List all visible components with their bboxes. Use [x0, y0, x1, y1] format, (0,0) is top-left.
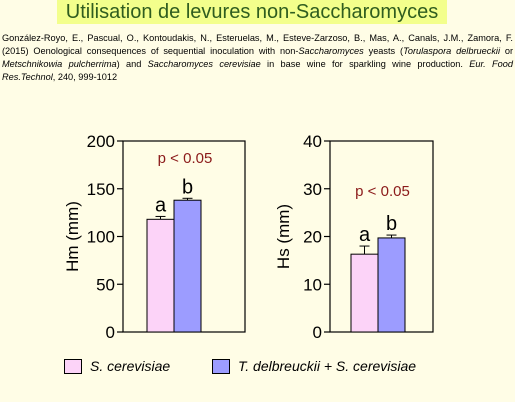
significance-letter: a: [155, 194, 167, 216]
bar: [377, 237, 406, 333]
citation-italic: Torulaspora delbrueckii: [403, 46, 500, 56]
citation-italic: Eur. Food Res.Technol: [2, 59, 513, 82]
citation-part: or: [500, 46, 514, 56]
slide-title: Utilisation de levures non-Saccharomyces: [65, 0, 439, 23]
bar: [146, 218, 175, 333]
citation-part: ) and: [116, 59, 148, 69]
p-value-annotation: p < 0.05: [158, 150, 213, 167]
y-tick-label: 30: [303, 180, 322, 199]
citation-part: yeasts (: [363, 46, 404, 56]
legend: S. cerevisiae T. delbreuckii + S. cerevi…: [0, 358, 515, 378]
bar: [173, 199, 202, 333]
significance-letter: b: [182, 176, 193, 198]
bar: [350, 253, 379, 333]
legend-item-s-cerevisiae: S. cerevisiae: [64, 358, 170, 374]
y-tick-label: 40: [303, 132, 322, 151]
citation-italic: Saccharomyces cerevisiae: [147, 59, 261, 69]
citation-italic: Metschnikowia pulcherrima: [2, 59, 117, 69]
y-tick-label: 150: [87, 180, 115, 199]
legend-swatch-s-cerevisiae: [64, 358, 82, 374]
significance-letter: b: [386, 213, 397, 235]
citation-italic: Saccharomyces: [298, 46, 364, 56]
y-tick-label: 100: [87, 228, 115, 247]
significance-letter: a: [359, 224, 371, 246]
y-tick-label: 10: [303, 275, 322, 294]
y-axis-label: Hm (mm): [63, 201, 82, 272]
citation-part: , 240, 999-1012: [52, 72, 118, 82]
legend-swatch-t-delbreuckii: [212, 358, 230, 374]
y-tick-label: 200: [87, 132, 115, 151]
y-tick-label: 0: [106, 323, 115, 342]
y-axis-label: Hs (mm): [274, 204, 293, 269]
citation-part: in base wine for sparkling wine producti…: [260, 59, 470, 69]
y-tick-label: 20: [303, 228, 322, 247]
legend-item-t-delbreuckii: T. delbreuckii + S. cerevisiae: [212, 358, 416, 374]
citation-text: González-Royo, E., Pascual, O., Kontouda…: [2, 32, 513, 84]
y-tick-label: 50: [96, 275, 115, 294]
y-tick-label: 0: [313, 323, 322, 342]
citation-part: González-Royo, E., Pascual, O., Kontouda…: [2, 33, 513, 56]
slide-title-banner: Utilisation de levures non-Saccharomyces: [57, 0, 447, 24]
legend-label: S. cerevisiae: [90, 358, 171, 374]
p-value-annotation: p < 0.05: [355, 183, 410, 200]
legend-label: T. delbreuckii + S. cerevisiae: [238, 358, 417, 374]
